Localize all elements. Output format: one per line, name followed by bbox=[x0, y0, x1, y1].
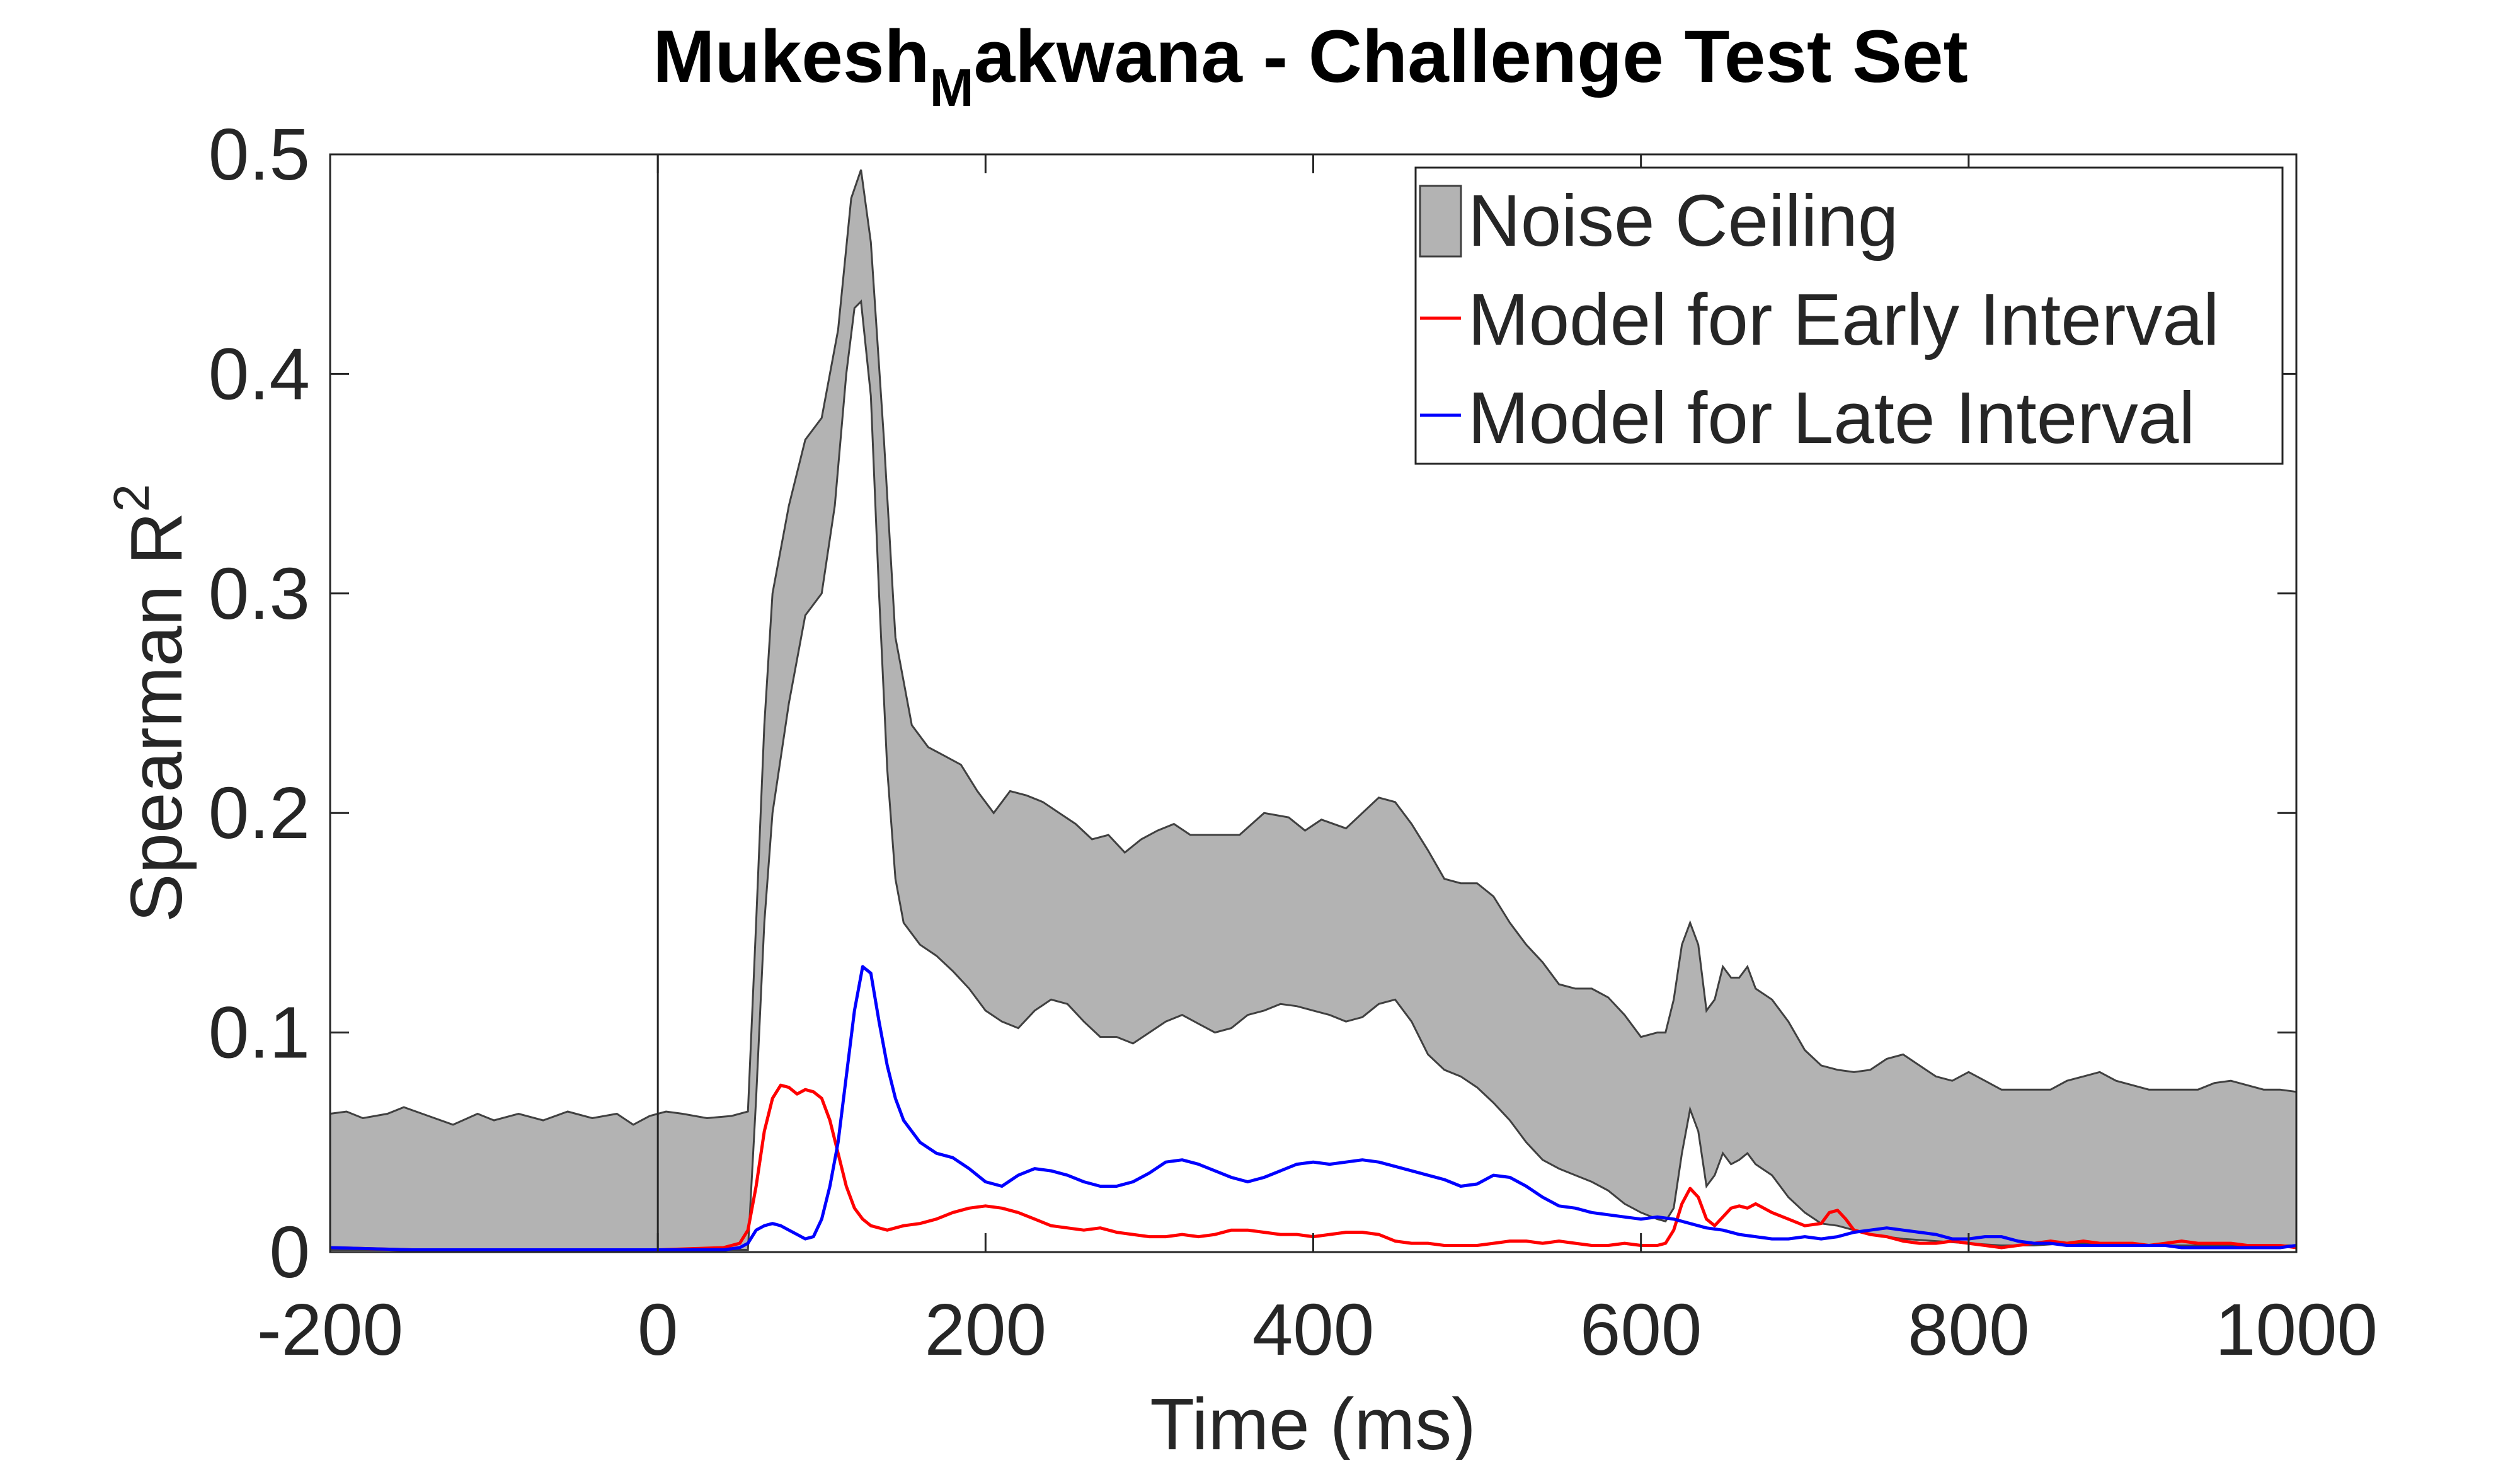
x-tick-label: 0 bbox=[638, 1289, 679, 1371]
legend: Noise Ceiling Model for Early Interval M… bbox=[1414, 166, 2284, 465]
x-axis-label: Time (ms) bbox=[1150, 1383, 1476, 1460]
x-tick-label: 800 bbox=[1908, 1289, 2030, 1371]
legend-label-late-interval: Model for Late Interval bbox=[1468, 377, 2195, 459]
y-tick-label: 0.4 bbox=[209, 333, 310, 415]
x-tick-label: 200 bbox=[925, 1289, 1047, 1371]
legend-label-noise-ceiling: Noise Ceiling bbox=[1468, 180, 1898, 262]
y-tick-label: 0.2 bbox=[209, 772, 310, 854]
y-tick-label: 0 bbox=[269, 1211, 310, 1293]
x-tick-label: 400 bbox=[1252, 1289, 1375, 1371]
x-tick-label: 1000 bbox=[2215, 1289, 2378, 1371]
plot-area bbox=[329, 153, 2298, 1253]
chart-title-subscript: M bbox=[930, 58, 974, 117]
y-tick-label: 0.5 bbox=[209, 113, 310, 195]
x-tick-label: -200 bbox=[257, 1289, 403, 1371]
noise-ceiling-upper-edge bbox=[329, 169, 2297, 1126]
legend-box bbox=[1414, 166, 2284, 465]
series-line-early-interval bbox=[329, 1083, 2297, 1251]
y-tick-label: 0.3 bbox=[209, 553, 310, 635]
y-axis-tick-labels: 0 0.1 0.2 0.3 0.4 0.5 bbox=[209, 113, 310, 1293]
x-axis-tick-labels: -200 0 200 400 600 800 1000 bbox=[257, 1289, 2378, 1371]
noise-ceiling-lower-edge bbox=[330, 299, 2296, 1251]
legend-swatch-noise-ceiling bbox=[1419, 185, 1462, 258]
y-tick-label: 0.1 bbox=[209, 992, 310, 1074]
series-line-late-interval bbox=[329, 965, 2297, 1251]
y-axis-label-superscript: 2 bbox=[103, 484, 159, 512]
tick-marks bbox=[329, 153, 2298, 1253]
chart-title: MukeshMakwana - Challenge Test Set bbox=[653, 15, 1968, 117]
x-tick-label: 600 bbox=[1580, 1289, 1702, 1371]
chart-title-main: Mukesh bbox=[653, 15, 929, 98]
y-axis-label-main: Spearman R bbox=[115, 512, 197, 923]
series-layer bbox=[329, 965, 2297, 1251]
y-axis-label: Spearman R2 bbox=[103, 484, 197, 923]
chart-title-rest: akwana - Challenge Test Set bbox=[974, 15, 1968, 98]
legend-label-early-interval: Model for Early Interval bbox=[1468, 279, 2219, 360]
noise-ceiling-band bbox=[330, 170, 2296, 1250]
